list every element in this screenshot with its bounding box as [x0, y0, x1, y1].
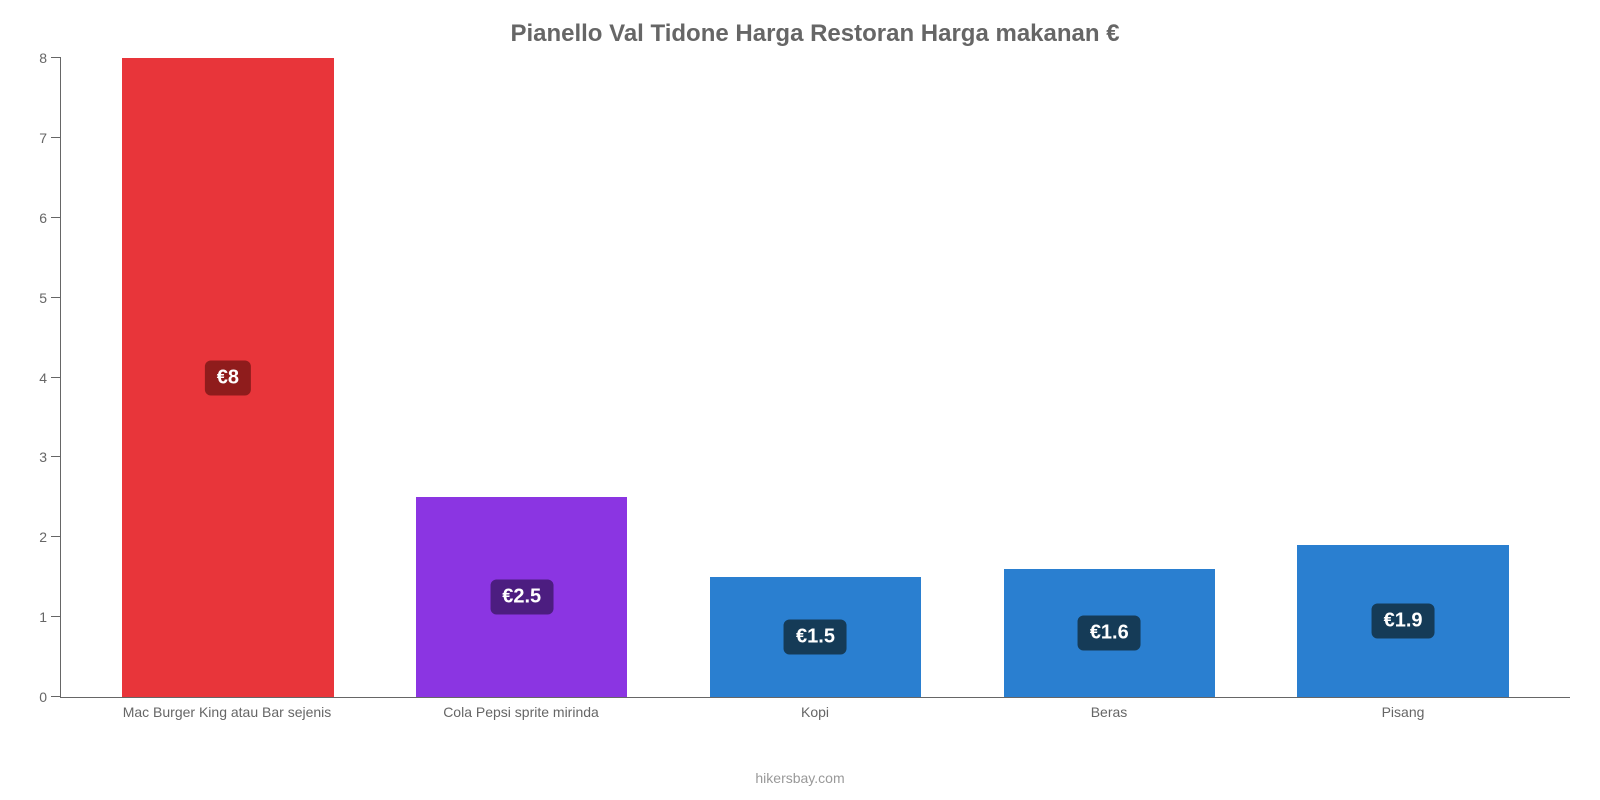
x-axis-label: Cola Pepsi sprite mirinda — [374, 704, 668, 720]
x-axis-labels: Mac Burger King atau Bar sejenisCola Pep… — [60, 704, 1570, 720]
bar-slot: €1.5 — [669, 58, 963, 697]
x-axis-label: Beras — [962, 704, 1256, 720]
value-badge: €1.5 — [784, 620, 847, 655]
bar: €2.5 — [416, 497, 628, 697]
y-tick-label: 6 — [39, 210, 61, 226]
value-badge: €1.9 — [1372, 604, 1435, 639]
plot-area: €8€2.5€1.5€1.6€1.9 012345678 — [60, 58, 1570, 698]
y-tick-label: 7 — [39, 130, 61, 146]
bar: €1.9 — [1297, 545, 1509, 697]
bar-slot: €1.9 — [1256, 58, 1550, 697]
chart-title: Pianello Val Tidone Harga Restoran Harga… — [60, 20, 1570, 48]
x-axis-label: Mac Burger King atau Bar sejenis — [80, 704, 374, 720]
y-tick-label: 4 — [39, 370, 61, 386]
y-tick-label: 3 — [39, 449, 61, 465]
x-axis-label: Pisang — [1256, 704, 1550, 720]
y-tick-label: 5 — [39, 290, 61, 306]
bar-slot: €2.5 — [375, 58, 669, 697]
bar: €1.5 — [710, 577, 922, 697]
bar-slot: €8 — [81, 58, 375, 697]
attribution-text: hikersbay.com — [0, 770, 1600, 786]
value-badge: €1.6 — [1078, 616, 1141, 651]
bar: €1.6 — [1004, 569, 1216, 697]
y-tick-label: 1 — [39, 609, 61, 625]
y-tick-label: 8 — [39, 50, 61, 66]
x-axis-label: Kopi — [668, 704, 962, 720]
value-badge: €8 — [205, 360, 251, 395]
bar-slot: €1.6 — [962, 58, 1256, 697]
y-tick-label: 2 — [39, 529, 61, 545]
bar: €8 — [122, 58, 334, 697]
chart-container: Pianello Val Tidone Harga Restoran Harga… — [0, 0, 1600, 800]
value-badge: €2.5 — [490, 580, 553, 615]
bars-group: €8 €2.5 €1.5 €1.6 €1.9 — [61, 58, 1570, 697]
y-tick-label: 0 — [39, 689, 61, 705]
